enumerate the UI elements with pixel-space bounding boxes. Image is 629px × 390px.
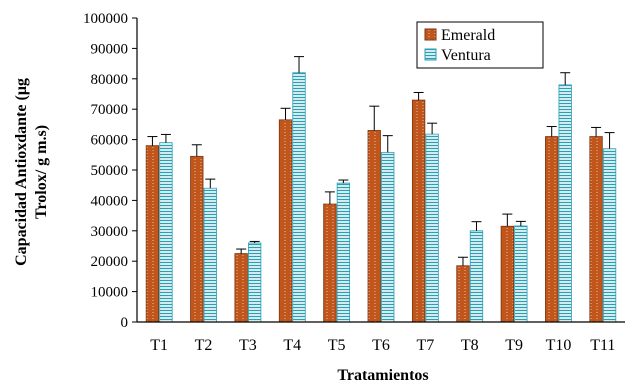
legend-box xyxy=(416,21,544,69)
bar-ventura-t9 xyxy=(514,225,528,323)
x-tick-label-t7: T7 xyxy=(416,337,434,354)
y-tick-label: 30000 xyxy=(91,224,129,240)
y-axis-title-line: Trolox/ g m.s) xyxy=(33,125,50,219)
y-tick-label: 20000 xyxy=(91,254,129,270)
x-tick-label-t4: T4 xyxy=(283,337,301,354)
x-tick-label-t6: T6 xyxy=(372,337,390,354)
y-axis-title: Capacidad Antioxdante (μg Trolox/ g m.s) xyxy=(13,78,50,266)
bar-ventura-t8 xyxy=(469,230,484,323)
y-axis-title-line: Capacidad Antioxdante (μg xyxy=(13,78,30,266)
x-tick-label-t9: T9 xyxy=(505,337,523,354)
x-tick-label-t3: T3 xyxy=(239,337,257,354)
y-tick-label: 80000 xyxy=(91,72,129,88)
y-tick-label: 50000 xyxy=(91,163,129,179)
bar-ventura-t1 xyxy=(159,142,173,323)
x-tick-label-t2: T2 xyxy=(195,337,213,354)
x-axis-ticks: T1 T2 T3 T4 T5 T6 T7 T8 T9 T10 T11 xyxy=(150,337,615,354)
bar-emerald-t1 xyxy=(145,145,160,323)
y-tick-label: 0 xyxy=(121,315,129,331)
y-tick-label: 60000 xyxy=(91,133,129,149)
bar-ventura-t11 xyxy=(602,148,617,323)
x-axis-title: Tratamientos xyxy=(337,367,428,384)
bar-emerald-t7 xyxy=(411,99,426,323)
legend-label-ventura: Ventura xyxy=(441,47,491,64)
bar-ventura-t6 xyxy=(381,151,395,323)
y-tick-label: 10000 xyxy=(91,285,129,301)
bar-ventura-t10 xyxy=(558,84,572,323)
bar-emerald-t2 xyxy=(190,155,204,323)
y-tick-label: 100000 xyxy=(83,11,128,27)
y-tick-label: 40000 xyxy=(91,193,129,209)
legend-swatch-ventura xyxy=(424,48,437,61)
bar-emerald-t9 xyxy=(500,225,514,323)
bar-ventura-t7 xyxy=(425,133,439,323)
y-tick-label: 70000 xyxy=(91,102,129,118)
x-tick-label-t11: T11 xyxy=(590,337,615,354)
x-tick-label-t10: T10 xyxy=(546,337,572,354)
x-tick-label-t5: T5 xyxy=(328,337,346,354)
bar-emerald-t4 xyxy=(278,119,293,323)
bar-ventura-t4 xyxy=(292,72,306,323)
y-tick-label: 90000 xyxy=(91,41,129,57)
bar-emerald-t11 xyxy=(589,136,603,323)
bar-emerald-t5 xyxy=(323,203,337,323)
bar-emerald-t10 xyxy=(545,136,559,323)
bar-emerald-t3 xyxy=(234,253,248,323)
legend-label-emerald: Emerald xyxy=(441,27,495,44)
bar-emerald-t8 xyxy=(456,265,470,323)
legend-swatch-emerald xyxy=(424,28,437,41)
error-bars-layer xyxy=(147,56,615,266)
bar-ventura-t2 xyxy=(203,187,217,323)
y-axis-ticks: 0 10000 20000 30000 40000 50000 60000 70000 8000… xyxy=(83,11,137,331)
bar-ventura-t3 xyxy=(248,242,262,323)
bars-layer xyxy=(145,72,617,323)
x-tick-label-t8: T8 xyxy=(461,337,479,354)
bar-ventura-t5 xyxy=(336,182,351,323)
x-tick-label-t1: T1 xyxy=(150,337,168,354)
bar-emerald-t6 xyxy=(367,130,381,323)
legend: Emerald Ventura xyxy=(416,21,544,69)
